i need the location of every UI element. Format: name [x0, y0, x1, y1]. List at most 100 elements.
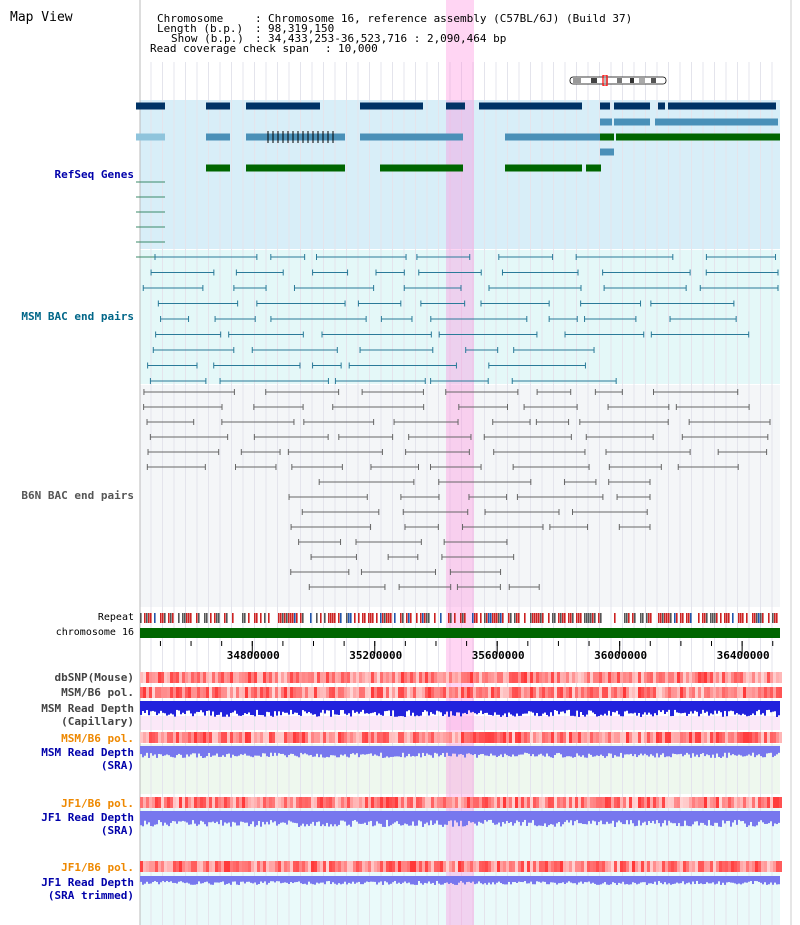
jf1-depth-trimmed-bar: [712, 876, 714, 883]
msm-b6-pol-heat: [323, 687, 326, 698]
jf1-b6-pol-heat-2: [620, 861, 623, 872]
track-label-msm-b6-pol-1[interactable]: MSM/B6 pol.: [61, 686, 134, 699]
dbsnp-heat: [608, 672, 611, 683]
track-label-dbsnp[interactable]: dbSNP(Mouse): [54, 671, 134, 684]
track-label-msm-depth-sra[interactable]: MSM Read Depth: [41, 746, 134, 759]
msm-depth-sra-bar: [262, 746, 264, 754]
repeat-mark: [508, 613, 510, 623]
track-label-b6n-bac[interactable]: B6N BAC end pairs: [21, 489, 134, 502]
msm-b6-pol-heat-2: [512, 732, 515, 743]
jf1-b6-pol-heat: [221, 797, 224, 808]
jf1-depth-sra-bar: [348, 811, 350, 825]
repeat-mark: [712, 613, 714, 623]
chromosome-ideogram[interactable]: [530, 52, 666, 87]
jf1-b6-pol-heat: [707, 797, 710, 808]
jf1-b6-pol-heat-2: [734, 861, 737, 872]
dbsnp-heat: [422, 672, 425, 683]
jf1-b6-pol-heat: [431, 797, 434, 808]
msm-b6-pol-heat: [503, 687, 506, 698]
msm-depth-sra-bar: [752, 746, 754, 753]
msm-depth-sra-bar: [406, 746, 408, 757]
msm-b6-pol-heat-2: [452, 732, 455, 743]
dbsnp-heat: [368, 672, 371, 683]
msm-depth-sra-bar: [360, 746, 362, 755]
jf1-b6-pol-heat-2: [560, 861, 563, 872]
jf1-depth-sra-bar: [232, 811, 234, 822]
msm-b6-pol-heat-2: [242, 732, 245, 743]
msm-depth-sra-bar: [432, 746, 434, 758]
dbsnp-heat: [341, 672, 344, 683]
msm-depth-capillary-bar: [296, 701, 298, 713]
track-label-jf1-depth-sra[interactable]: JF1 Read Depth: [41, 811, 134, 824]
repeat-mark: [588, 613, 590, 623]
msm-b6-pol-heat-2: [563, 732, 566, 743]
track-label-refseq[interactable]: RefSeq Genes: [54, 168, 134, 181]
msm-depth-capillary-bar: [500, 701, 502, 717]
track-label-jf1-b6-pol-1[interactable]: JF1/B6 pol.: [61, 797, 134, 810]
jf1-depth-sra-bar: [464, 811, 466, 827]
msm-b6-pol-heat-2: [605, 732, 608, 743]
msm-depth-capillary-bar: [322, 701, 324, 710]
repeat-mark: [548, 613, 550, 623]
jf1-depth-sra-bar: [510, 811, 512, 822]
track-label-chromosome[interactable]: chromosome 16: [55, 627, 134, 638]
track-label-msm-bac[interactable]: MSM BAC end pairs: [21, 310, 134, 323]
jf1-depth-sra-bar: [706, 811, 708, 826]
dbsnp-heat: [272, 672, 275, 683]
dbsnp-heat: [380, 672, 383, 683]
jf1-b6-pol-heat-2: [437, 861, 440, 872]
jf1-depth-trimmed-bar: [320, 876, 322, 883]
msm-depth-sra-bar: [616, 746, 618, 757]
jf1-depth-trimmed-bar: [506, 876, 508, 885]
jf1-b6-pol-heat: [458, 797, 461, 808]
jf1-depth-sra-bar: [322, 811, 324, 825]
msm-depth-sra-bar: [306, 746, 308, 755]
jf1-b6-pol-heat-2: [248, 861, 251, 872]
track-label-msm-depth-capillary[interactable]: MSM Read Depth: [41, 702, 134, 715]
msm-depth-sra-bar: [398, 746, 400, 757]
jf1-b6-pol-heat-2: [398, 861, 401, 872]
msm-b6-pol-heat-2: [620, 732, 623, 743]
msm-b6-pol-heat: [431, 687, 434, 698]
jf1-b6-pol-heat-2: [209, 861, 212, 872]
jf1-depth-trimmed-bar: [666, 876, 668, 885]
msm-depth-capillary-bar: [760, 701, 762, 715]
msm-depth-sra-bar: [738, 746, 740, 755]
refseq-gene-dark: [658, 102, 665, 110]
jf1-b6-pol-heat: [143, 797, 146, 808]
msm-b6-pol-heat-2: [527, 732, 530, 743]
msm-depth-sra-bar: [670, 746, 672, 758]
jf1-depth-sra-bar: [616, 811, 618, 823]
repeat-mark: [738, 613, 740, 623]
msm-b6-pol-heat-2: [581, 732, 584, 743]
dbsnp-heat: [413, 672, 416, 683]
msm-b6-pol-heat: [614, 687, 617, 698]
jf1-depth-trimmed-bar: [442, 876, 444, 885]
track-label-jf1-b6-pol-2[interactable]: JF1/B6 pol.: [61, 861, 134, 874]
jf1-b6-pol-heat-2: [413, 861, 416, 872]
msm-b6-pol-heat-2: [332, 732, 335, 743]
jf1-depth-sra-bar: [226, 811, 228, 824]
dbsnp-heat: [461, 672, 464, 683]
track-label-msm-b6-pol-2[interactable]: MSM/B6 pol.: [61, 732, 134, 745]
msm-depth-sra-bar: [656, 746, 658, 754]
jf1-b6-pol-heat: [635, 797, 638, 808]
dbsnp-heat: [140, 672, 143, 683]
jf1-b6-pol-heat-2: [572, 861, 575, 872]
repeat-mark: [662, 613, 664, 623]
msm-depth-capillary-bar: [582, 701, 584, 715]
track-label-repeat[interactable]: Repeat: [97, 612, 134, 623]
track-label-jf1-depth-trimmed[interactable]: JF1 Read Depth: [41, 876, 134, 889]
msm-depth-capillary-bar: [608, 701, 610, 711]
msm-b6-pol-heat-2: [338, 732, 341, 743]
jf1-depth-trimmed-bar: [230, 876, 232, 885]
msm-b6-pol-heat: [563, 687, 566, 698]
jf1-b6-pol-heat: [530, 797, 533, 808]
dbsnp-heat: [182, 672, 185, 683]
jf1-depth-sra-bar: [280, 811, 282, 823]
msm-b6-pol-heat-2: [152, 732, 155, 743]
dbsnp-heat: [311, 672, 314, 683]
msm-b6-pol-heat: [281, 687, 284, 698]
jf1-depth-trimmed-bar: [380, 876, 382, 882]
jf1-depth-trimmed-bar: [174, 876, 176, 883]
